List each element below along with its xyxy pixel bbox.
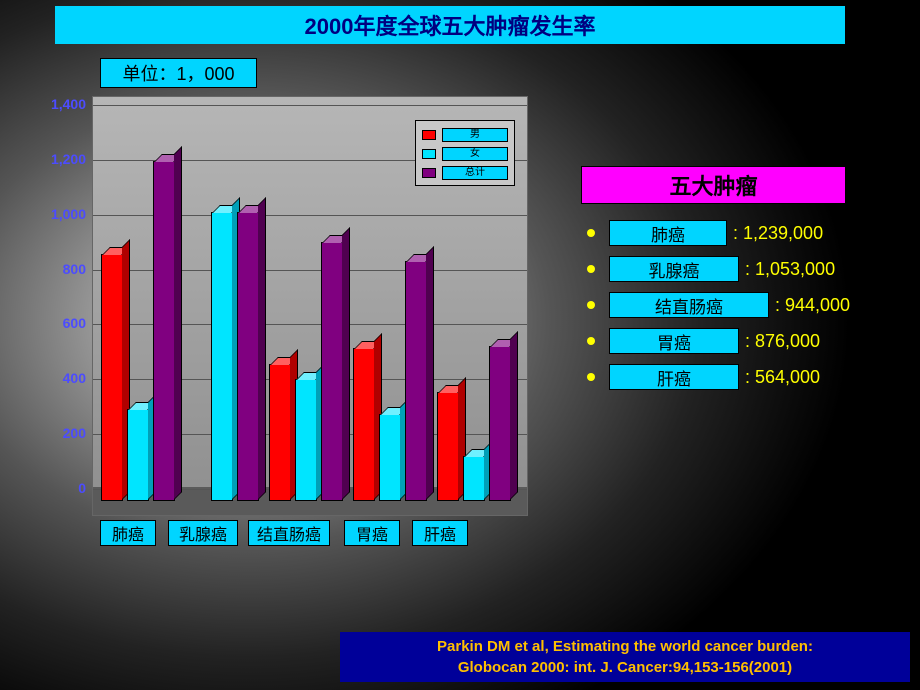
legend-swatch — [422, 130, 436, 140]
y-tick-label: 1,000 — [51, 206, 86, 222]
y-tick-label: 1,200 — [51, 151, 86, 167]
slide-title: 2000年度全球五大肿瘤发生率 — [55, 6, 845, 44]
bullet-icon — [587, 301, 595, 309]
bar — [101, 254, 123, 501]
side-item-value: : 1,053,000 — [745, 259, 835, 280]
x-category-label: 肝癌 — [412, 520, 468, 546]
unit-label: 单位：1，000 — [100, 58, 257, 88]
legend-row: 总计 — [422, 163, 508, 182]
y-tick-label: 600 — [63, 315, 86, 331]
legend-label: 女 — [442, 147, 508, 161]
bar-chart: 0 200 400 600 800 1,000 1,200 1,400 肺癌乳腺癌结直肠癌胃癌… — [40, 96, 538, 544]
side-item-value: : 944,000 — [775, 295, 850, 316]
side-item: 胃癌 : 876,000 — [581, 328, 901, 354]
bar — [237, 212, 259, 501]
x-axis-labels: 肺癌乳腺癌结直肠癌胃癌肝癌 — [92, 520, 528, 550]
side-title: 五大肿瘤 — [581, 166, 846, 204]
bar — [405, 261, 427, 501]
bar — [489, 346, 511, 501]
grid-line — [93, 105, 527, 106]
y-tick-label: 0 — [78, 480, 86, 496]
legend-row: 男 — [422, 125, 508, 144]
citation-line1: Parkin DM et al, Estimating the world ca… — [437, 636, 813, 657]
side-item-value: : 564,000 — [745, 367, 820, 388]
y-tick-label: 800 — [63, 261, 86, 277]
legend-row: 女 — [422, 144, 508, 163]
y-axis: 0 200 400 600 800 1,000 1,200 1,400 — [40, 96, 92, 516]
bar — [379, 414, 401, 501]
side-item-label: 肺癌 — [609, 220, 727, 246]
y-tick-label: 200 — [63, 425, 86, 441]
legend-swatch — [422, 149, 436, 159]
side-item: 肝癌 : 564,000 — [581, 364, 901, 390]
side-panel: 五大肿瘤 肺癌 : 1,239,000 乳腺癌 : 1,053,000 结直肠癌 : 94… — [581, 166, 901, 400]
x-category-label: 乳腺癌 — [168, 520, 238, 546]
bar — [463, 456, 485, 501]
legend-swatch — [422, 168, 436, 178]
legend-label: 男 — [442, 128, 508, 142]
y-tick-label: 400 — [63, 370, 86, 386]
bullet-icon — [587, 337, 595, 345]
side-item-value: : 876,000 — [745, 331, 820, 352]
side-item: 乳腺癌 : 1,053,000 — [581, 256, 901, 282]
bar — [269, 364, 291, 501]
x-category-label: 胃癌 — [344, 520, 400, 546]
y-tick-label: 1,400 — [51, 96, 86, 112]
x-category-label: 肺癌 — [100, 520, 156, 546]
bullet-icon — [587, 373, 595, 381]
legend-label: 总计 — [442, 166, 508, 180]
bar — [211, 212, 233, 501]
bar — [127, 409, 149, 501]
bullet-icon — [587, 229, 595, 237]
bar — [437, 392, 459, 501]
side-list: 肺癌 : 1,239,000 乳腺癌 : 1,053,000 结直肠癌 : 944,000… — [581, 220, 901, 390]
citation-line2: Globocan 2000: int. J. Cancer:94,153-156… — [458, 657, 792, 678]
x-category-label: 结直肠癌 — [248, 520, 330, 546]
legend: 男女总计 — [415, 120, 515, 186]
bullet-icon — [587, 265, 595, 273]
side-item-label: 乳腺癌 — [609, 256, 739, 282]
bar — [295, 379, 317, 501]
side-item: 结直肠癌 : 944,000 — [581, 292, 901, 318]
side-item-label: 胃癌 — [609, 328, 739, 354]
side-item-value: : 1,239,000 — [733, 223, 823, 244]
side-item-label: 结直肠癌 — [609, 292, 769, 318]
side-item-label: 肝癌 — [609, 364, 739, 390]
side-item: 肺癌 : 1,239,000 — [581, 220, 901, 246]
bar — [321, 242, 343, 501]
bar — [353, 348, 375, 501]
bar — [153, 161, 175, 501]
citation: Parkin DM et al, Estimating the world ca… — [340, 632, 910, 682]
